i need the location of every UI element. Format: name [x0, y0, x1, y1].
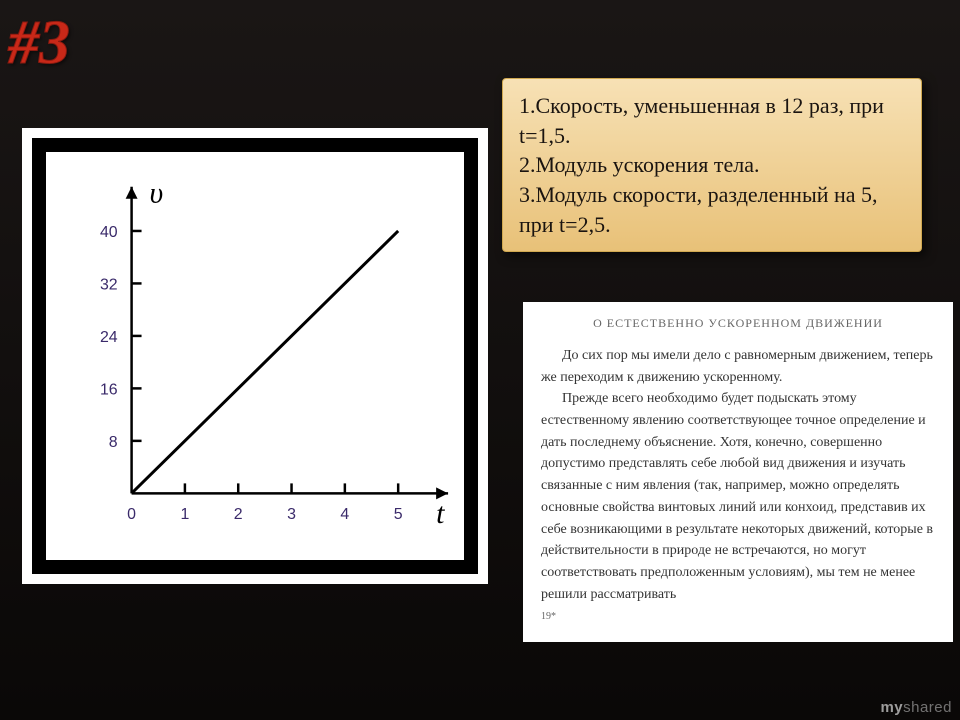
svg-text:24: 24 [100, 329, 118, 346]
svg-text:32: 32 [100, 276, 118, 293]
task-line-3: 3.Модуль скорости, разделенный на 5, при… [519, 180, 905, 239]
svg-text:4: 4 [340, 506, 349, 523]
svg-text:0: 0 [127, 506, 136, 523]
svg-text:16: 16 [100, 381, 118, 398]
task-box: 1.Скорость, уменьшенная в 12 раз, при t=… [502, 78, 922, 252]
excerpt-body: До сих пор мы имели дело с равномерным д… [541, 345, 935, 605]
watermark-brand: my [880, 699, 903, 716]
task-line-2: 2.Модуль ускорения тела. [519, 150, 905, 180]
task-line-1: 1.Скорость, уменьшенная в 12 раз, при t=… [519, 91, 905, 150]
svg-text:5: 5 [394, 506, 403, 523]
watermark: myshared [880, 699, 952, 716]
text-excerpt: О ЕСТЕСТВЕННО УСКОРЕННОМ ДВИЖЕНИИ До сих… [523, 302, 953, 642]
excerpt-p1: До сих пор мы имели дело с равномерным д… [541, 345, 935, 388]
svg-text:8: 8 [109, 434, 118, 451]
watermark-rest: shared [903, 699, 952, 716]
excerpt-p2: Прежде всего необходимо будет подыскать … [541, 388, 935, 605]
svg-text:3: 3 [287, 506, 296, 523]
chart-frame: 0 1 2 3 4 5 8 16 24 32 40 υ t [22, 128, 488, 584]
excerpt-page-number: 19* [541, 611, 935, 622]
svg-text:t: t [436, 497, 445, 530]
excerpt-title: О ЕСТЕСТВЕННО УСКОРЕННОМ ДВИЖЕНИИ [541, 316, 935, 331]
chart-border: 0 1 2 3 4 5 8 16 24 32 40 υ t [32, 138, 478, 574]
svg-text:1: 1 [180, 506, 189, 523]
svg-text:40: 40 [100, 224, 118, 241]
svg-text:υ: υ [150, 177, 164, 210]
svg-text:2: 2 [234, 506, 243, 523]
slide-number-badge: #3 [8, 8, 70, 79]
velocity-chart: 0 1 2 3 4 5 8 16 24 32 40 υ t [46, 152, 464, 560]
